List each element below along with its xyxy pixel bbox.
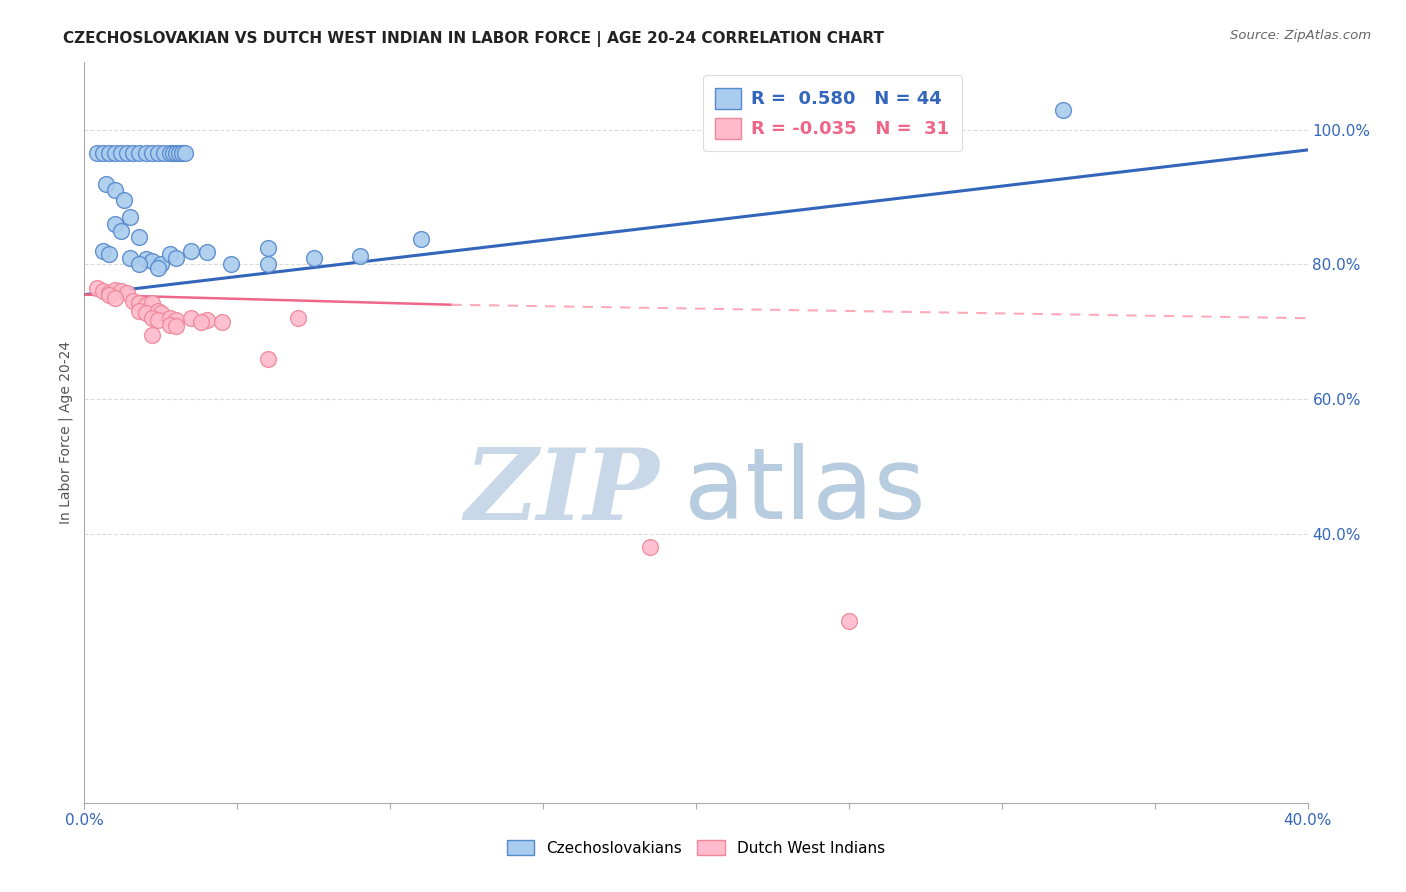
Point bbox=[115, 146, 138, 161]
Point bbox=[128, 304, 150, 318]
Y-axis label: In Labor Force | Age 20-24: In Labor Force | Age 20-24 bbox=[59, 341, 73, 524]
Point bbox=[159, 146, 181, 161]
Point bbox=[86, 146, 108, 161]
Text: atlas: atlas bbox=[683, 443, 925, 541]
Point bbox=[141, 328, 163, 343]
Point bbox=[180, 244, 202, 258]
Point bbox=[302, 251, 325, 265]
Point bbox=[219, 257, 242, 271]
Point bbox=[135, 298, 157, 312]
Text: ZIP: ZIP bbox=[464, 443, 659, 540]
Point bbox=[146, 146, 169, 161]
Point bbox=[1052, 103, 1074, 117]
Point bbox=[153, 146, 176, 161]
Point bbox=[167, 146, 190, 161]
Point bbox=[91, 146, 114, 161]
Point bbox=[195, 312, 218, 326]
Point bbox=[104, 283, 127, 297]
Point bbox=[120, 211, 142, 225]
Point bbox=[180, 311, 202, 326]
Point bbox=[91, 285, 114, 299]
Point bbox=[195, 245, 218, 260]
Point bbox=[110, 146, 132, 161]
Point bbox=[104, 217, 127, 231]
Point bbox=[165, 146, 187, 161]
Point bbox=[110, 285, 132, 299]
Point bbox=[257, 351, 280, 366]
Point bbox=[128, 257, 150, 271]
Point bbox=[159, 247, 181, 261]
Text: Source: ZipAtlas.com: Source: ZipAtlas.com bbox=[1230, 29, 1371, 42]
Point bbox=[146, 304, 169, 318]
Point bbox=[141, 146, 163, 161]
Point bbox=[349, 249, 371, 263]
Point bbox=[115, 285, 138, 300]
Point bbox=[165, 319, 187, 334]
Point bbox=[122, 294, 145, 309]
Point bbox=[128, 296, 150, 310]
Point bbox=[638, 540, 661, 554]
Point bbox=[141, 311, 163, 326]
Point bbox=[135, 306, 157, 320]
Legend: Czechoslovakians, Dutch West Indians: Czechoslovakians, Dutch West Indians bbox=[501, 834, 891, 862]
Text: CZECHOSLOVAKIAN VS DUTCH WEST INDIAN IN LABOR FORCE | AGE 20-24 CORRELATION CHAR: CZECHOSLOVAKIAN VS DUTCH WEST INDIAN IN … bbox=[63, 31, 884, 47]
Point bbox=[149, 306, 172, 320]
Point bbox=[122, 146, 145, 161]
Point bbox=[104, 291, 127, 305]
Point bbox=[86, 281, 108, 295]
Point bbox=[97, 247, 120, 261]
Point bbox=[146, 260, 169, 275]
Point bbox=[97, 146, 120, 161]
Point bbox=[112, 194, 135, 208]
Point bbox=[165, 251, 187, 265]
Point bbox=[94, 177, 117, 191]
Point bbox=[97, 285, 120, 300]
Point bbox=[146, 312, 169, 326]
Point bbox=[409, 232, 432, 246]
Point bbox=[257, 257, 280, 271]
Point bbox=[838, 614, 860, 628]
Point bbox=[97, 287, 120, 301]
Point bbox=[141, 296, 163, 310]
Point bbox=[159, 318, 181, 332]
Point bbox=[287, 311, 309, 326]
Point bbox=[149, 257, 172, 271]
Point bbox=[135, 146, 157, 161]
Point bbox=[141, 254, 163, 268]
Point bbox=[104, 146, 127, 161]
Point bbox=[104, 183, 127, 197]
Point bbox=[135, 252, 157, 266]
Point bbox=[159, 311, 181, 326]
Point bbox=[128, 146, 150, 161]
Point bbox=[257, 241, 280, 255]
Point bbox=[110, 224, 132, 238]
Point bbox=[190, 315, 212, 329]
Point bbox=[165, 312, 187, 326]
Point bbox=[128, 230, 150, 244]
Point bbox=[174, 146, 197, 161]
Point bbox=[162, 146, 184, 161]
Point bbox=[172, 146, 194, 161]
Point bbox=[120, 251, 142, 265]
Point bbox=[91, 244, 114, 258]
Point bbox=[211, 315, 233, 329]
